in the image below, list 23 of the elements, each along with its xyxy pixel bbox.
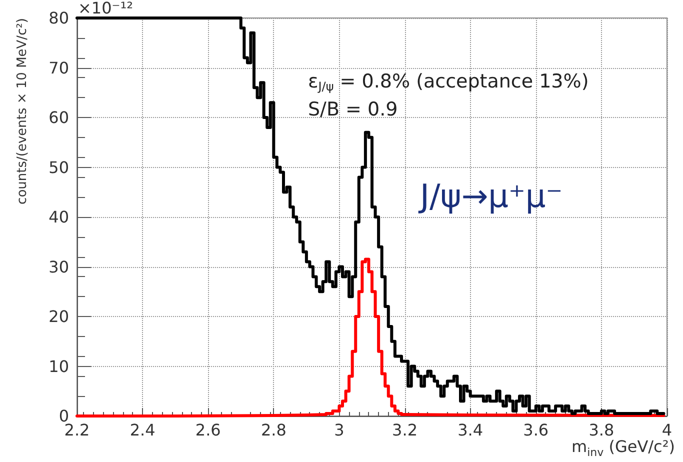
y-tick-label: 80 xyxy=(48,8,69,28)
x-tick-label: 3 xyxy=(334,420,344,440)
x-tick-label: 2.6 xyxy=(195,420,221,440)
x-tick-label: 4 xyxy=(662,420,672,440)
x-axis-title: m$_{inv}$ (GeV/c²) xyxy=(572,437,675,460)
x-tick-label: 2.4 xyxy=(130,420,156,440)
x-tick-label: 3.2 xyxy=(392,420,418,440)
y-tick-label: 40 xyxy=(48,208,69,226)
x-tick-label: 3.6 xyxy=(523,420,549,440)
y-tick-label: 70 xyxy=(48,58,69,78)
x-tick-label: 2.2 xyxy=(64,420,90,440)
y-tick-label: 20 xyxy=(48,307,69,326)
annotation: J/ψ→μ⁺μ⁻ xyxy=(418,177,563,215)
x-tick-label: 2.8 xyxy=(260,420,286,440)
y-tick-label: 50 xyxy=(48,158,69,177)
y-axis-title: counts/(events × 10 MeV/c²) xyxy=(15,18,30,204)
y-tick-label: 10 xyxy=(48,356,69,376)
annotation: S/B = 0.9 xyxy=(308,98,398,120)
y-tick-label: 30 xyxy=(48,257,69,276)
text: ×10⁻¹² xyxy=(78,0,134,18)
x-tick-label: 3.4 xyxy=(458,420,484,440)
y-tick-label: 60 xyxy=(48,108,69,127)
x-tick-label: 3.8 xyxy=(588,420,614,440)
